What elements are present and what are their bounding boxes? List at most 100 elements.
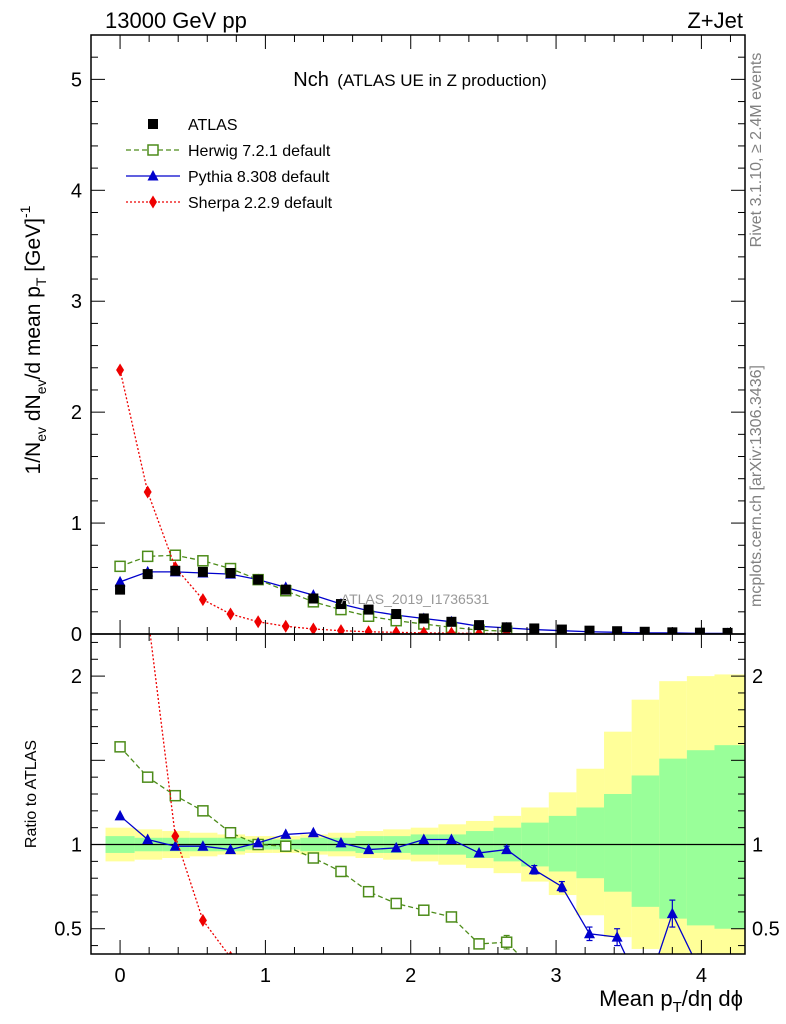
process-label: Z+Jet [687,8,743,33]
y-tick-label: 2 [71,402,82,424]
main-axis-ticks: 0 1 2 3 4 5 [71,35,745,646]
ratio-pythia-point [169,840,181,851]
main-sherpa-point [281,619,290,633]
main-sherpa-point [254,615,263,629]
plot-title-main: Nch [293,69,329,91]
x-tick-label: 0 [115,965,126,987]
main-sherpa-point [309,622,318,634]
ratio-herwig-point [169,789,182,802]
main-atlas-point [142,569,153,580]
legend-marker-pythia [147,170,159,181]
ratio-pythia-point [473,846,485,858]
main-sherpa-point [419,626,428,634]
main-sherpa-point [116,363,125,377]
x-tick-label: 2 [405,965,416,987]
x-tick-label: 1 [260,965,271,987]
y-tick-label: 5 [71,69,82,91]
main-atlas-point [501,622,512,633]
main-pythia-point [114,575,126,587]
mcplots-label: mcplots.cern.ch [arXiv:1306.3436] [748,365,765,607]
ratio-herwig-point [114,741,126,753]
ratio-herwig-point [279,840,292,852]
ratio-pythia-point [611,931,623,942]
ratio-pythia-point [445,833,457,844]
x-tick-label: 4 [696,965,707,987]
main-atlas-point [639,626,650,634]
ratio-pythia-point [363,843,375,855]
legend-label-atlas: ATLAS [188,117,238,134]
ratio-herwig-point [141,771,154,783]
y-tick-label: 4 [71,180,82,202]
green-band-segment [686,750,715,926]
main-atlas-point [115,584,126,595]
green-band-segment [604,794,632,892]
ratio-pythia-point [528,863,540,875]
ratio-pythia-point [335,836,347,848]
ratio-pythia-point [390,841,402,853]
y-tick-label: 0 [71,624,82,646]
legend-marker-sherpa [149,195,157,209]
main-atlas-point [722,627,733,634]
ratio-herwig-point [362,885,375,898]
ratio-sherpa-point [144,607,152,620]
main-sherpa-point [364,625,373,634]
ratio-pythia-point [225,843,237,855]
ratio-pythia-point [556,880,568,892]
green-band-segment [548,815,577,872]
ratio-herwig-point [529,966,539,976]
main-sherpa-point [336,624,345,634]
main-atlas-point [391,609,402,620]
main-atlas-point [418,613,429,624]
ratio-pythia-point [280,828,292,839]
plot-title-sub: (ATLAS UE in Z production) [337,71,546,90]
ratio-pythia-point [252,836,264,848]
green-band-segment [659,758,687,919]
main-atlas-point [308,593,319,604]
main-sherpa-point [392,625,401,634]
main-atlas-point [280,584,291,595]
analysis-watermark: ATLAS_2019_I1736531 [341,591,490,607]
main-atlas-point [446,616,457,627]
x-tick-label: 3 [551,965,562,987]
y-tick-label-left: 0.5 [54,919,82,941]
green-band-segment [631,775,660,907]
ratio-pythia-point [307,826,319,838]
ratio-herwig-point [418,904,430,916]
main-atlas-point [694,627,705,634]
ratio-pythia-point [114,809,126,821]
main-sherpa-point [226,607,235,621]
main-atlas-point [170,565,181,576]
ratio-pythia-point [418,833,430,844]
ratio-sherpa-point [228,950,233,954]
main-herwig-point [141,550,154,563]
main-atlas-point [474,620,485,631]
main-atlas-point [253,574,264,585]
main-atlas-point [584,625,595,634]
ratio-axis-ticks: 0 1 2 3 4 0.5 0.5 1 1 2 2 [54,634,780,987]
legend-marker-herwig [147,144,159,156]
ratio-herwig-point [224,826,237,839]
ratio-pythia-point [197,840,209,851]
ratio-sherpa-point [198,913,207,927]
main-herwig-point [114,560,126,573]
main-sherpa-point [143,485,152,499]
ratio-herwig-point [335,865,347,878]
ratio-herwig-point [445,911,458,923]
main-sherpa-point [475,626,484,634]
y-tick-label: 1 [71,513,82,535]
y-tick-label: 3 [71,291,82,313]
x-axis-label: Mean pT/dη dϕ [599,986,743,1016]
ratio-herwig-line [119,746,519,954]
ratio-pythia-point [583,927,595,939]
y-tick-label-right: 0.5 [752,919,780,941]
ratio-herwig-point [500,936,513,948]
main-atlas-point [556,624,567,634]
main-herwig-point [197,555,209,567]
plot-title: Nch (ATLAS UE in Z production) [293,69,546,91]
legend-label-pythia: Pythia 8.308 default [188,169,330,186]
ratio-herwig-point [390,897,402,910]
ratio-herwig-point [307,852,320,864]
main-atlas-point [363,604,374,615]
rivet-label: Rivet 3.1.10, ≥ 2.4M events [748,53,765,248]
